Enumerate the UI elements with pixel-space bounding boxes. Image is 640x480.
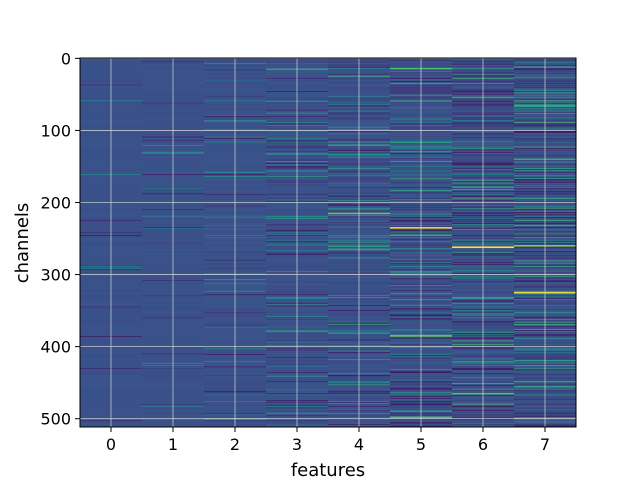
x-axis-label: features xyxy=(291,460,365,480)
y-axis-ticks: 0 100 200 300 400 500 xyxy=(40,49,80,429)
plot-area xyxy=(79,57,577,428)
x-tick-label: 6 xyxy=(478,435,488,454)
x-tick-label: 0 xyxy=(106,435,116,454)
y-tick-label: 100 xyxy=(40,121,71,140)
plot-frame xyxy=(79,57,577,428)
y-tick-label: 500 xyxy=(40,410,71,429)
y-tick-label: 300 xyxy=(40,266,71,285)
heatmap-cells xyxy=(80,58,577,428)
y-tick-label: 400 xyxy=(40,338,71,357)
y-tick-label: 200 xyxy=(40,194,71,213)
y-axis-label: channels xyxy=(12,203,33,284)
x-tick-label: 3 xyxy=(292,435,302,454)
x-tick-label: 2 xyxy=(230,435,240,454)
x-tick-label: 5 xyxy=(416,435,426,454)
x-tick-label: 1 xyxy=(168,435,178,454)
x-tick-label: 4 xyxy=(354,435,364,454)
x-axis-ticks: 0 1 2 3 4 5 6 7 xyxy=(106,427,550,454)
x-tick-label: 7 xyxy=(540,435,550,454)
y-tick-label: 0 xyxy=(61,49,71,68)
